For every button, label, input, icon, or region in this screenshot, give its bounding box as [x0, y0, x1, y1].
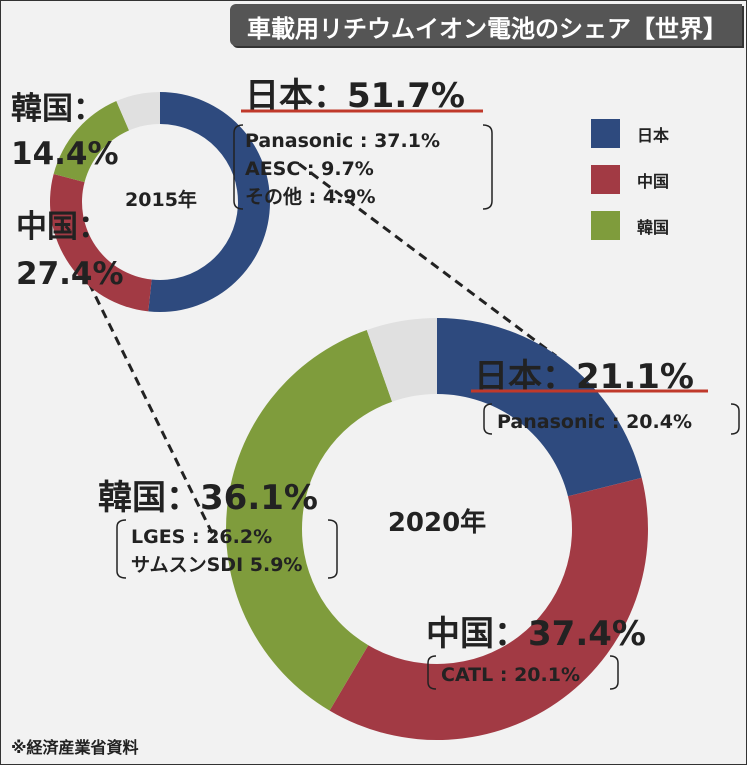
donut-2015-slice-other	[116, 92, 160, 131]
donut-2020-slice-other	[366, 318, 437, 402]
donut-2020-slice-china	[329, 477, 648, 741]
center-label-2020: 2020年	[388, 507, 486, 538]
detail-2020-china-1: CATL : 20.1%	[441, 664, 580, 686]
center-label-2015: 2015年	[125, 188, 197, 211]
label-2015-china-name: 中国：	[16, 209, 109, 245]
legend-label-japan: 日本	[637, 126, 669, 145]
bracket-2020-japan-left	[483, 403, 493, 435]
detail-2015-japan-2: AESC : 9.7%	[245, 158, 374, 180]
donut-2015-slice-korea	[53, 101, 130, 183]
source-note: ※経済産業省資料	[11, 738, 139, 757]
donut-2020-slice-japan	[437, 318, 642, 497]
bracket-2020-china-left	[427, 655, 437, 690]
legend: 日本 中国 韓国	[591, 119, 669, 240]
detail-2020-korea-1: LGES : 26.2%	[131, 526, 272, 548]
connector-line-china	[87, 282, 218, 542]
donut-2015-slice-japan	[148, 92, 271, 312]
bracket-2020-korea-left	[116, 519, 127, 579]
legend-swatch-china	[591, 165, 620, 194]
bracket-2020-china-right	[609, 655, 619, 690]
legend-label-korea: 韓国	[637, 218, 669, 237]
bracket-2015-japan-right	[482, 124, 493, 210]
donut-2020-slice-korea	[225, 330, 393, 711]
label-2015-china-value: 27.4%	[16, 256, 124, 292]
donut-2020	[225, 318, 648, 741]
detail-2020-korea-2: サムスンSDI 5.9%	[131, 554, 302, 576]
bracket-2020-korea-right	[327, 519, 338, 579]
label-2020-china: 中国：37.4%	[426, 614, 646, 654]
donut-2015	[50, 92, 271, 312]
legend-label-china: 中国	[637, 172, 669, 191]
title-banner	[230, 4, 742, 46]
bracket-2015-japan-left	[233, 124, 244, 210]
detail-2015-japan-3: その他 : 4.9%	[245, 185, 376, 208]
detail-2020-japan-1: Panasonic : 20.4%	[497, 411, 692, 433]
detail-2015-japan-1: Panasonic : 37.1%	[245, 130, 440, 152]
label-2015-japan: 日本：51.7%	[245, 76, 465, 116]
connector-line-japan	[298, 162, 557, 358]
legend-swatch-korea	[591, 211, 620, 240]
label-2015-korea-name: 韓国：	[11, 91, 104, 127]
chart-title: 車載用リチウムイオン電池のシェア【世界】	[247, 15, 727, 43]
donut-2015-slice-china	[50, 173, 152, 312]
label-2015-korea-value: 14.4%	[11, 136, 119, 172]
label-2020-korea: 韓国：36.1%	[98, 478, 318, 518]
bracket-2020-japan-right	[730, 403, 740, 435]
legend-swatch-japan	[591, 119, 620, 148]
